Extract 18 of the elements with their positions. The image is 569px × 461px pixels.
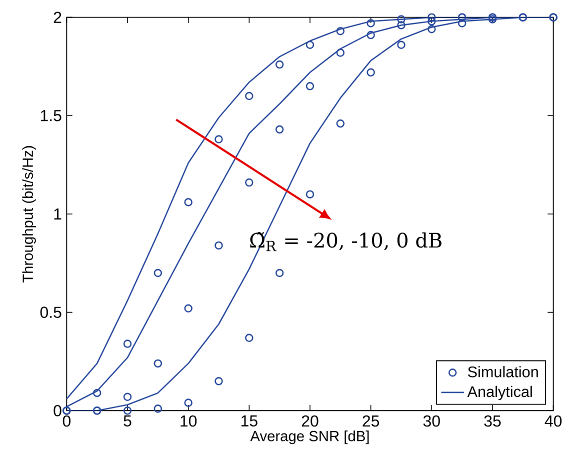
y-axis-title: Throughput (bit/s/Hz) (22, 146, 36, 283)
y-tick-label: 0 (54, 404, 62, 416)
x-tick-label: 20 (302, 415, 318, 427)
x-tick-label: 40 (544, 415, 562, 427)
x-tick-label: 35 (484, 415, 501, 427)
y-tick-label: 1 (54, 208, 62, 220)
legend-label: Analytical (467, 386, 532, 400)
x-axis-title: Average SNR [dB] (250, 430, 369, 444)
x-tick-label: 25 (362, 415, 380, 427)
x-tick-label: 15 (241, 415, 258, 427)
y-tick-label: 1.5 (40, 110, 62, 122)
legend-label: Simulation (468, 366, 538, 378)
x-tick-label: 5 (124, 415, 132, 427)
y-tick-label: 2 (54, 12, 62, 23)
x-tick-label: 0 (62, 415, 71, 427)
x-tick-label: 30 (423, 415, 440, 427)
y-tick-label: 0.5 (40, 306, 62, 318)
x-tick-label: 10 (180, 415, 197, 427)
